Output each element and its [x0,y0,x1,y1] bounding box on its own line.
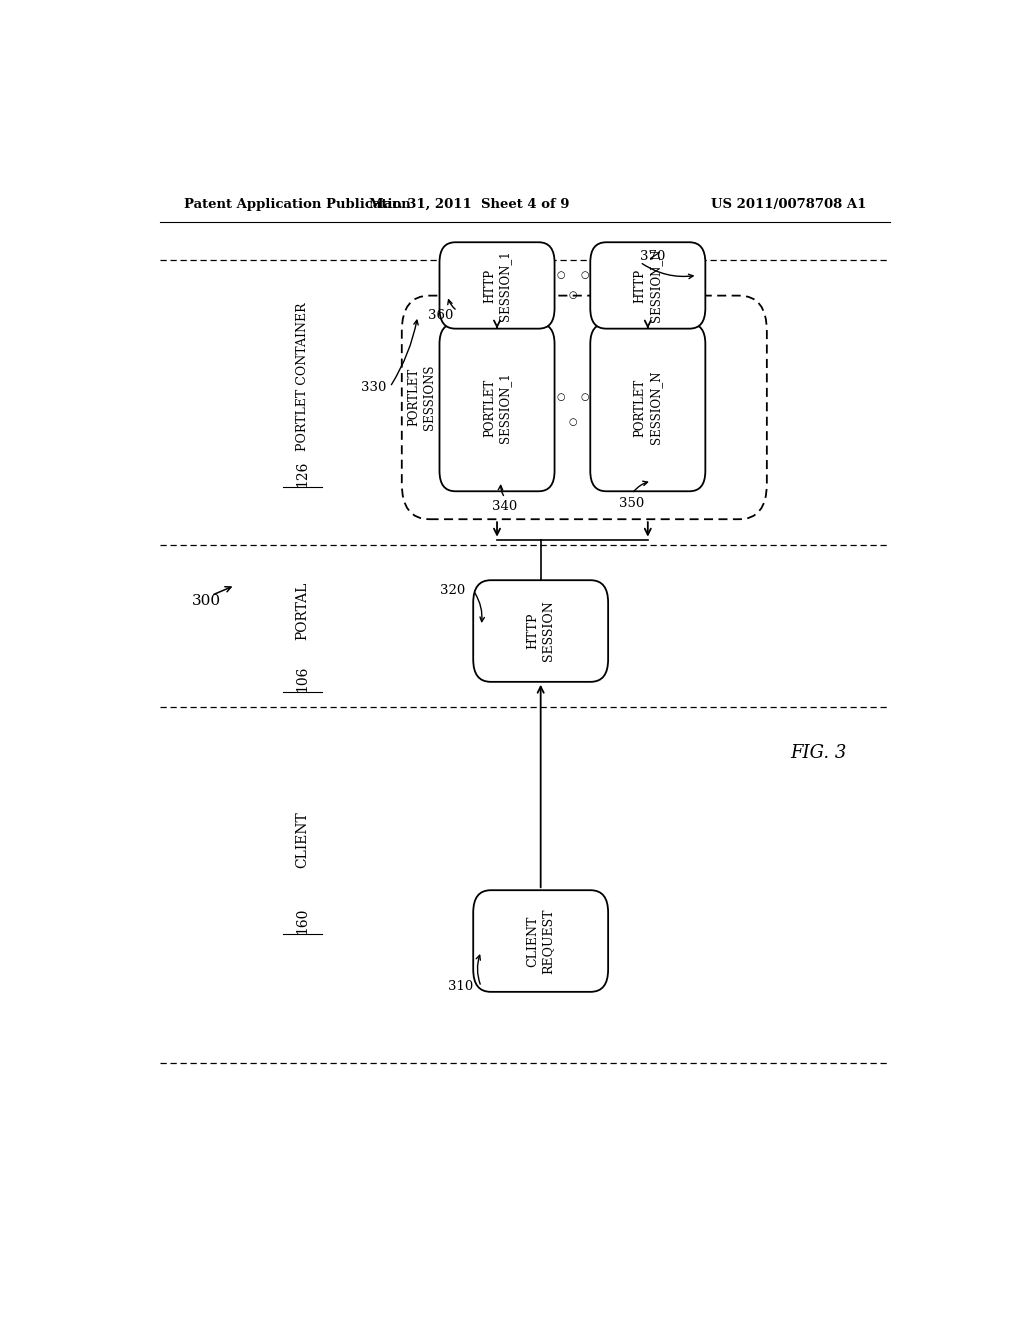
Text: PORTLET
SESSION_N: PORTLET SESSION_N [634,371,662,444]
FancyBboxPatch shape [439,323,555,491]
Text: HTTP
SESSION_N: HTTP SESSION_N [634,248,662,322]
Text: ○: ○ [556,393,565,401]
Text: PORTLET
SESSIONS: PORTLET SESSIONS [408,364,435,430]
Text: HTTP
SESSION: HTTP SESSION [526,601,555,661]
Text: FIG. 3: FIG. 3 [791,744,847,762]
FancyBboxPatch shape [473,581,608,682]
Text: 320: 320 [440,583,465,597]
Text: 300: 300 [191,594,220,607]
Text: 350: 350 [620,498,644,511]
Text: 160: 160 [296,908,309,933]
Text: PORTLET
SESSION_1: PORTLET SESSION_1 [483,372,511,442]
Text: 360: 360 [428,309,454,322]
Text: 310: 310 [447,981,473,993]
Text: 106: 106 [296,665,309,692]
FancyBboxPatch shape [473,890,608,991]
Text: 330: 330 [360,380,386,393]
FancyBboxPatch shape [401,296,767,519]
Text: PORTAL: PORTAL [296,582,309,640]
FancyBboxPatch shape [590,323,706,491]
Text: US 2011/0078708 A1: US 2011/0078708 A1 [711,198,866,211]
Text: CLIENT
REQUEST: CLIENT REQUEST [526,908,555,974]
Text: HTTP
SESSION_1: HTTP SESSION_1 [483,249,511,321]
Text: CLIENT: CLIENT [296,810,309,867]
Text: 126: 126 [296,461,309,487]
Text: Patent Application Publication: Patent Application Publication [183,198,411,211]
FancyBboxPatch shape [590,243,706,329]
Text: ○: ○ [568,418,577,428]
Text: 340: 340 [493,499,517,512]
Text: Mar. 31, 2011  Sheet 4 of 9: Mar. 31, 2011 Sheet 4 of 9 [369,198,569,211]
Text: ○: ○ [568,292,577,300]
Text: ○: ○ [556,271,565,280]
Text: ○: ○ [580,393,589,401]
Text: ○: ○ [580,271,589,280]
Text: PORTLET CONTAINER: PORTLET CONTAINER [296,302,309,451]
FancyBboxPatch shape [439,243,555,329]
Text: 370: 370 [640,251,666,264]
